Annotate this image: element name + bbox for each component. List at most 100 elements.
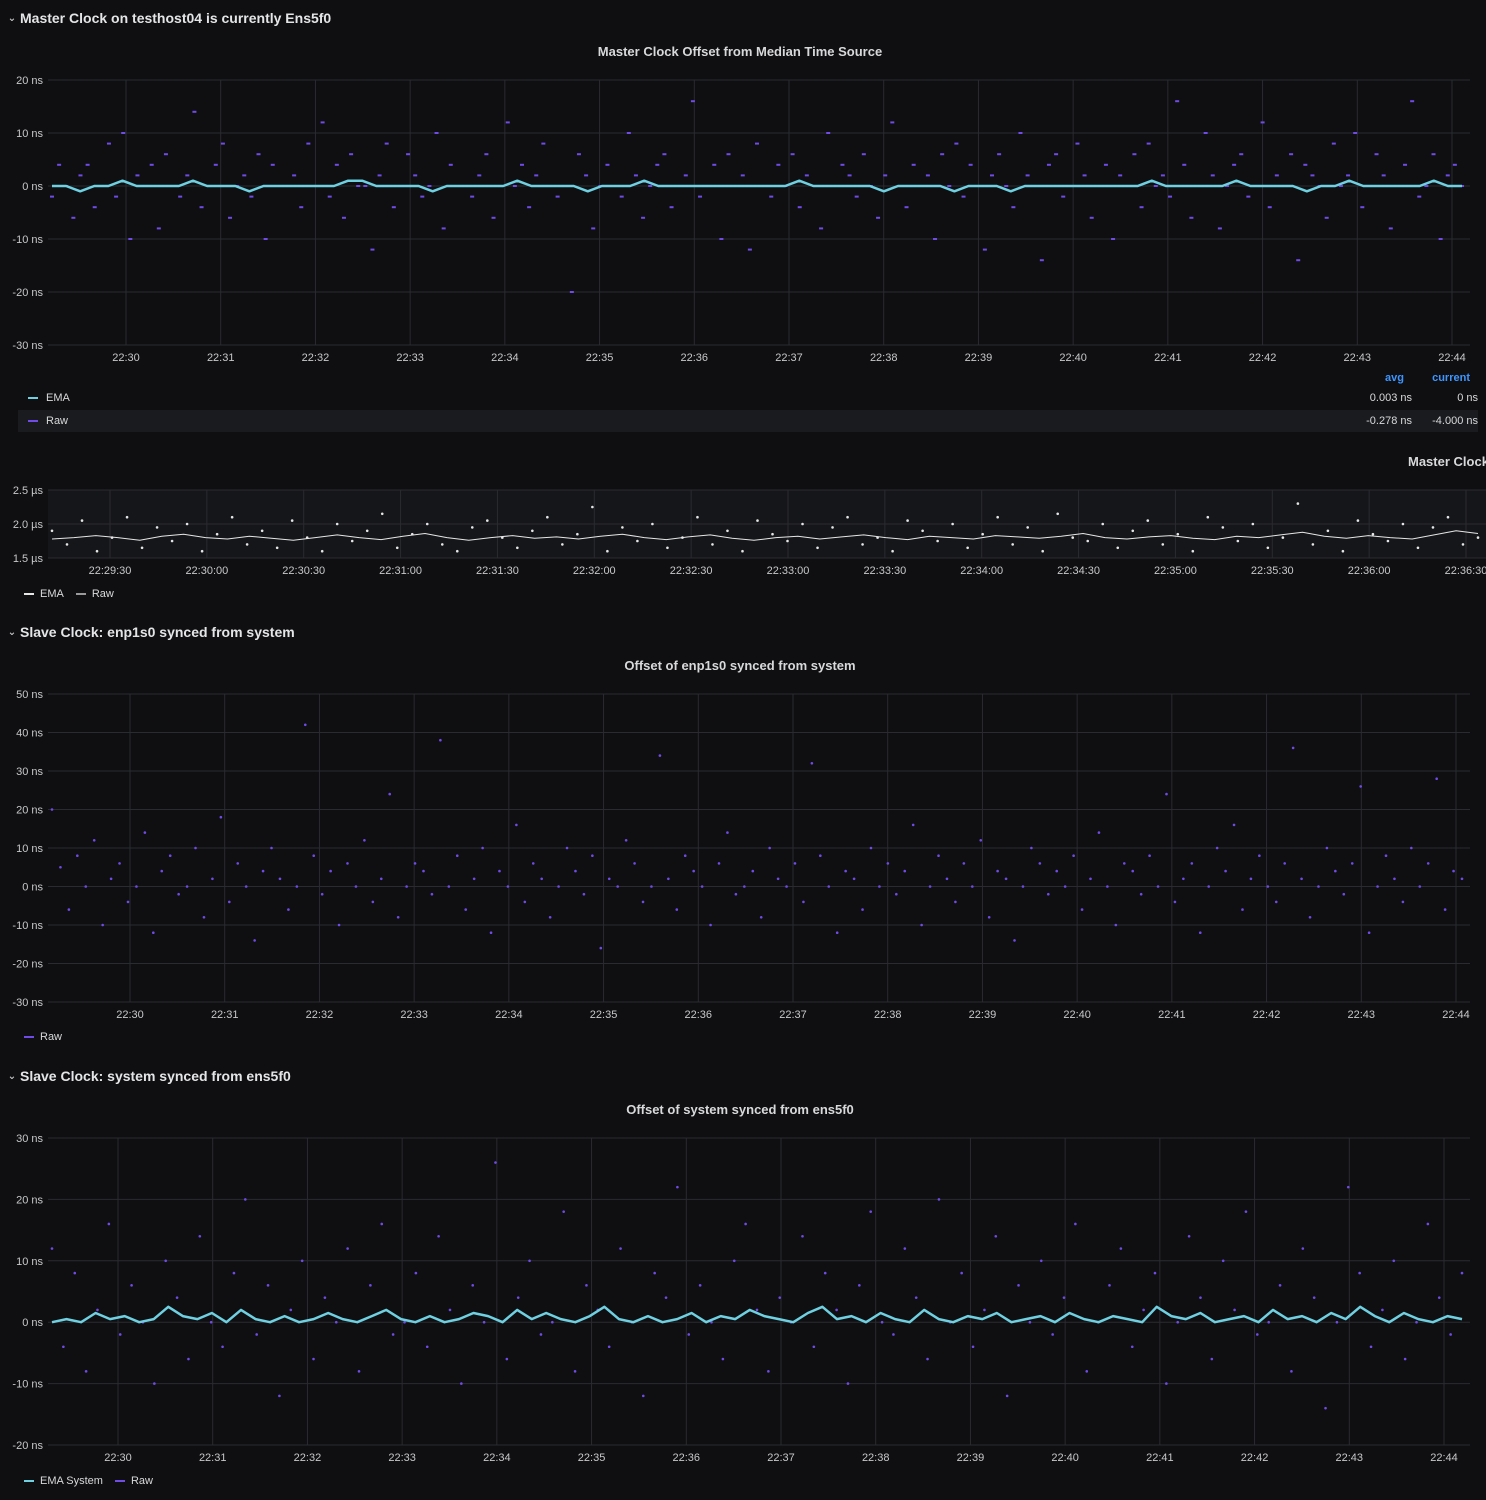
data-point xyxy=(1300,877,1303,881)
data-point xyxy=(1460,877,1464,881)
x-tick-label: 22:35 xyxy=(578,1452,606,1464)
data-point xyxy=(1266,546,1270,550)
data-point xyxy=(1426,862,1430,865)
data-point xyxy=(130,1284,133,1287)
data-point xyxy=(903,1247,907,1250)
row-title: Slave Clock: system synced from ens5f0 xyxy=(20,1068,291,1084)
row-header-slave2[interactable]: ⌄ Slave Clock: system synced from ens5f0 xyxy=(6,1065,291,1087)
data-point xyxy=(1274,900,1278,904)
data-point xyxy=(1063,885,1067,888)
data-point xyxy=(135,174,140,177)
legend-row-ema[interactable]: EMA 0.003 ns 0 ns xyxy=(18,387,1478,409)
data-point xyxy=(275,546,279,550)
data-point xyxy=(455,549,459,553)
legend-label: Raw xyxy=(91,588,114,600)
data-point xyxy=(363,839,366,842)
data-point xyxy=(1191,549,1195,553)
data-point xyxy=(198,1234,202,1238)
data-point xyxy=(954,900,957,904)
y-tick-label: 40 ns xyxy=(16,728,43,740)
data-point xyxy=(270,163,275,166)
data-point xyxy=(396,916,400,919)
legend-header-current[interactable]: current xyxy=(1432,372,1470,384)
data-point xyxy=(786,539,789,543)
data-point xyxy=(1312,1296,1316,1299)
y-tick-label: -20 ns xyxy=(12,287,43,299)
legend-item-raw[interactable]: Raw xyxy=(24,1031,62,1043)
data-point xyxy=(539,1333,543,1336)
data-point xyxy=(1443,908,1447,911)
x-tick-label: 22:38 xyxy=(862,1452,890,1464)
data-point xyxy=(1324,1406,1327,1410)
data-point xyxy=(1232,163,1237,166)
x-tick-label: 22:32 xyxy=(294,1452,322,1464)
data-point xyxy=(994,1234,998,1238)
legend-header-avg[interactable]: avg xyxy=(1385,372,1404,384)
data-point xyxy=(960,1271,963,1275)
data-point xyxy=(696,515,699,519)
data-point xyxy=(540,877,544,881)
y-tick-label: 50 ns xyxy=(16,689,43,701)
data-point xyxy=(906,519,909,522)
data-point xyxy=(582,892,586,896)
data-point xyxy=(1325,846,1329,850)
data-point xyxy=(854,195,859,198)
data-point xyxy=(92,206,97,209)
data-point xyxy=(491,216,496,219)
data-point xyxy=(1153,185,1158,187)
row-header-slave1[interactable]: ⌄ Slave Clock: enp1s0 synced from system xyxy=(6,621,295,643)
data-point xyxy=(895,892,898,896)
data-point xyxy=(971,1345,975,1349)
legend-item-ema-system[interactable]: EMA System xyxy=(24,1475,103,1487)
legend-item-ema[interactable]: EMA xyxy=(24,588,64,600)
y-tick-label: 20 ns xyxy=(16,1194,43,1206)
data-point xyxy=(155,526,159,529)
data-point xyxy=(460,1382,463,1385)
data-point xyxy=(441,227,446,230)
legend-item-raw[interactable]: Raw xyxy=(114,1475,153,1487)
data-point xyxy=(997,153,1002,156)
data-point xyxy=(1176,532,1180,536)
data-point xyxy=(253,939,256,942)
data-point xyxy=(505,121,510,124)
data-point xyxy=(937,854,940,857)
data-point xyxy=(357,1370,361,1373)
data-point xyxy=(448,1308,452,1312)
chevron-down-icon: ⌄ xyxy=(7,1070,17,1082)
data-point xyxy=(406,153,411,156)
data-point xyxy=(1224,869,1227,873)
x-tick-label: 22:44 xyxy=(1442,1009,1470,1021)
data-point xyxy=(1025,174,1030,177)
data-point xyxy=(156,227,161,230)
data-point xyxy=(439,738,442,742)
data-point xyxy=(395,546,399,550)
data-point xyxy=(1041,549,1044,553)
data-point xyxy=(1335,1320,1339,1324)
y-tick-label: -10 ns xyxy=(12,1379,43,1391)
data-point xyxy=(626,132,631,134)
legend-row-raw[interactable]: Raw -0.278 ns -4.000 ns xyxy=(18,410,1478,432)
data-point xyxy=(95,549,99,553)
data-point xyxy=(804,174,809,177)
data-point xyxy=(50,529,54,533)
data-point xyxy=(425,522,429,526)
data-point xyxy=(506,885,510,888)
x-tick-label: 22:34:30 xyxy=(1057,565,1100,577)
data-point xyxy=(1431,153,1436,156)
legend-item-raw[interactable]: Raw xyxy=(75,588,114,600)
data-point xyxy=(1393,877,1396,881)
data-point xyxy=(801,1234,804,1238)
x-tick-label: 22:29:30 xyxy=(89,565,132,577)
legend-label: Raw xyxy=(46,415,69,427)
data-point xyxy=(266,1284,270,1287)
data-point xyxy=(1452,869,1455,873)
data-point xyxy=(925,174,930,177)
data-point xyxy=(327,195,332,198)
data-point xyxy=(1350,862,1354,865)
y-tick-label: 30 ns xyxy=(16,766,43,778)
data-point xyxy=(470,526,474,529)
data-point xyxy=(1108,1284,1111,1287)
row-header-master[interactable]: ⌄ Master Clock on testhost04 is currentl… xyxy=(6,7,331,29)
data-point xyxy=(1004,185,1009,187)
data-point xyxy=(776,163,781,166)
